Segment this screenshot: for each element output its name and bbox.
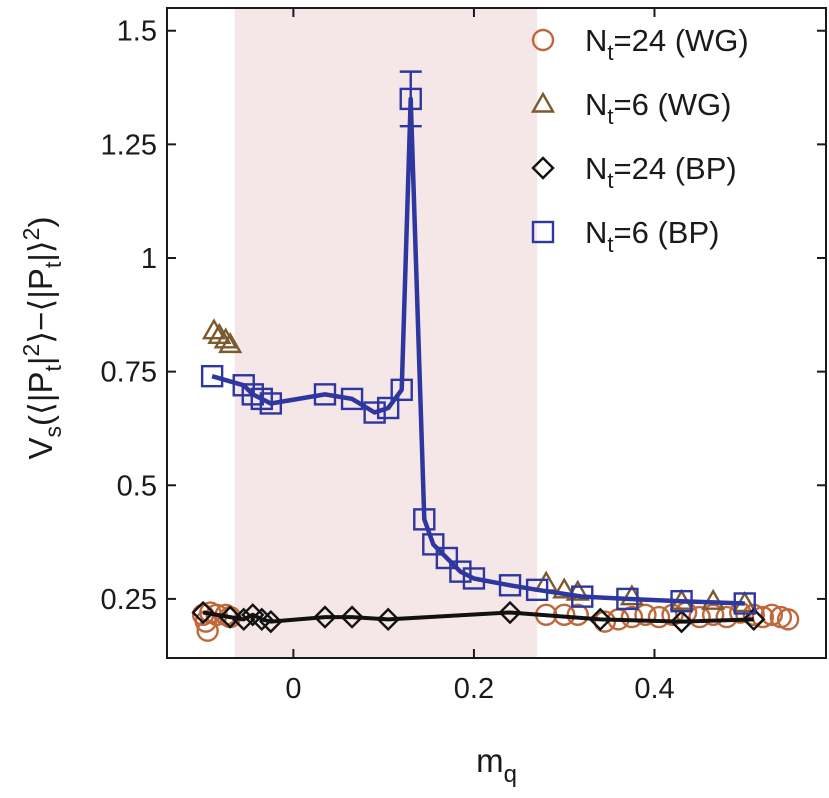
x-axis-title-main: m (476, 742, 504, 779)
data-point (531, 156, 555, 180)
data-point (552, 577, 577, 599)
data-point (647, 605, 671, 629)
data-point (571, 585, 594, 608)
x-tick-label: 0 (285, 673, 301, 705)
data-point (250, 607, 274, 632)
data-point (376, 607, 400, 632)
data-point (259, 609, 283, 634)
data-point (588, 607, 613, 632)
series-3 (200, 70, 756, 615)
x-tick-label: 0.4 (634, 673, 674, 705)
data-point (715, 605, 738, 629)
y-tick-label: 0.75 (101, 357, 157, 389)
data-point (616, 587, 639, 611)
legend-entry-label: Nt=24 (BP) (585, 151, 737, 193)
y-tick-label: 0.5 (117, 470, 157, 502)
data-point (525, 578, 549, 602)
legend-entry-label: Nt=24 (WG) (585, 23, 749, 65)
data-point (634, 603, 657, 627)
data-point (701, 603, 725, 627)
data-point (760, 603, 784, 627)
data-point (751, 605, 775, 629)
data-point (340, 605, 364, 629)
data-point (390, 378, 413, 402)
x-axis-title: mq (476, 742, 517, 788)
data-point (191, 600, 215, 625)
y-axis-title-text: Vs(⟨|Pt|2⟩−⟨|Pt|⟩2) (18, 217, 66, 460)
x-axis-title-sub: q (504, 761, 517, 788)
plot-frame (166, 7, 827, 659)
data-point (313, 383, 337, 406)
series-line (211, 96, 745, 606)
series-2 (191, 600, 766, 634)
data-point (313, 605, 337, 629)
data-point (435, 546, 459, 570)
data-point (340, 387, 364, 411)
data-point (449, 560, 472, 583)
data-point (422, 533, 445, 556)
data-point (232, 607, 256, 632)
data-point (742, 607, 766, 632)
data-point (201, 318, 227, 340)
data-point (376, 396, 400, 420)
legend: Nt=24 (WG) Nt=6 (WG) Nt=24 (BP) Nt=6 (BP) (530, 23, 749, 257)
data-point (462, 567, 486, 590)
data-point (200, 364, 224, 388)
y-axis-title: Vs(⟨|Pt|2⟩−⟨|Pt|⟩2) (18, 217, 66, 460)
legend-entry-label: Nt=6 (BP) (585, 215, 719, 257)
y-tick-label: 1.5 (117, 16, 157, 48)
y-tick-label: 1.25 (101, 129, 157, 161)
y-tick-label: 1 (141, 243, 157, 275)
x-tick-label: 0.2 (454, 673, 494, 705)
data-point (413, 508, 436, 531)
data-point (620, 605, 644, 629)
legend-entry-label: Nt=6 (WG) (585, 87, 732, 129)
data-point (218, 605, 242, 629)
data-point (530, 91, 556, 113)
series-layer (191, 70, 800, 642)
data-point (498, 600, 522, 625)
series-line (202, 610, 754, 624)
data-point (213, 327, 238, 349)
data-point (498, 574, 522, 597)
data-point (776, 608, 800, 631)
data-point (733, 592, 756, 615)
data-point (531, 28, 555, 52)
data-point (399, 87, 422, 111)
data-point (218, 331, 243, 354)
data-point (688, 605, 711, 629)
data-point (363, 401, 386, 424)
data-point (670, 589, 693, 613)
y-tick-label: 0.25 (101, 584, 157, 616)
data-point (669, 609, 694, 634)
ticks-layer: 0 0.2 0.4 0.25 0.5 0.75 1 1.25 1.5 (101, 8, 826, 705)
data-point (259, 392, 283, 415)
data-point (531, 220, 555, 244)
shaded-region (234, 8, 538, 658)
data-point (566, 603, 589, 627)
